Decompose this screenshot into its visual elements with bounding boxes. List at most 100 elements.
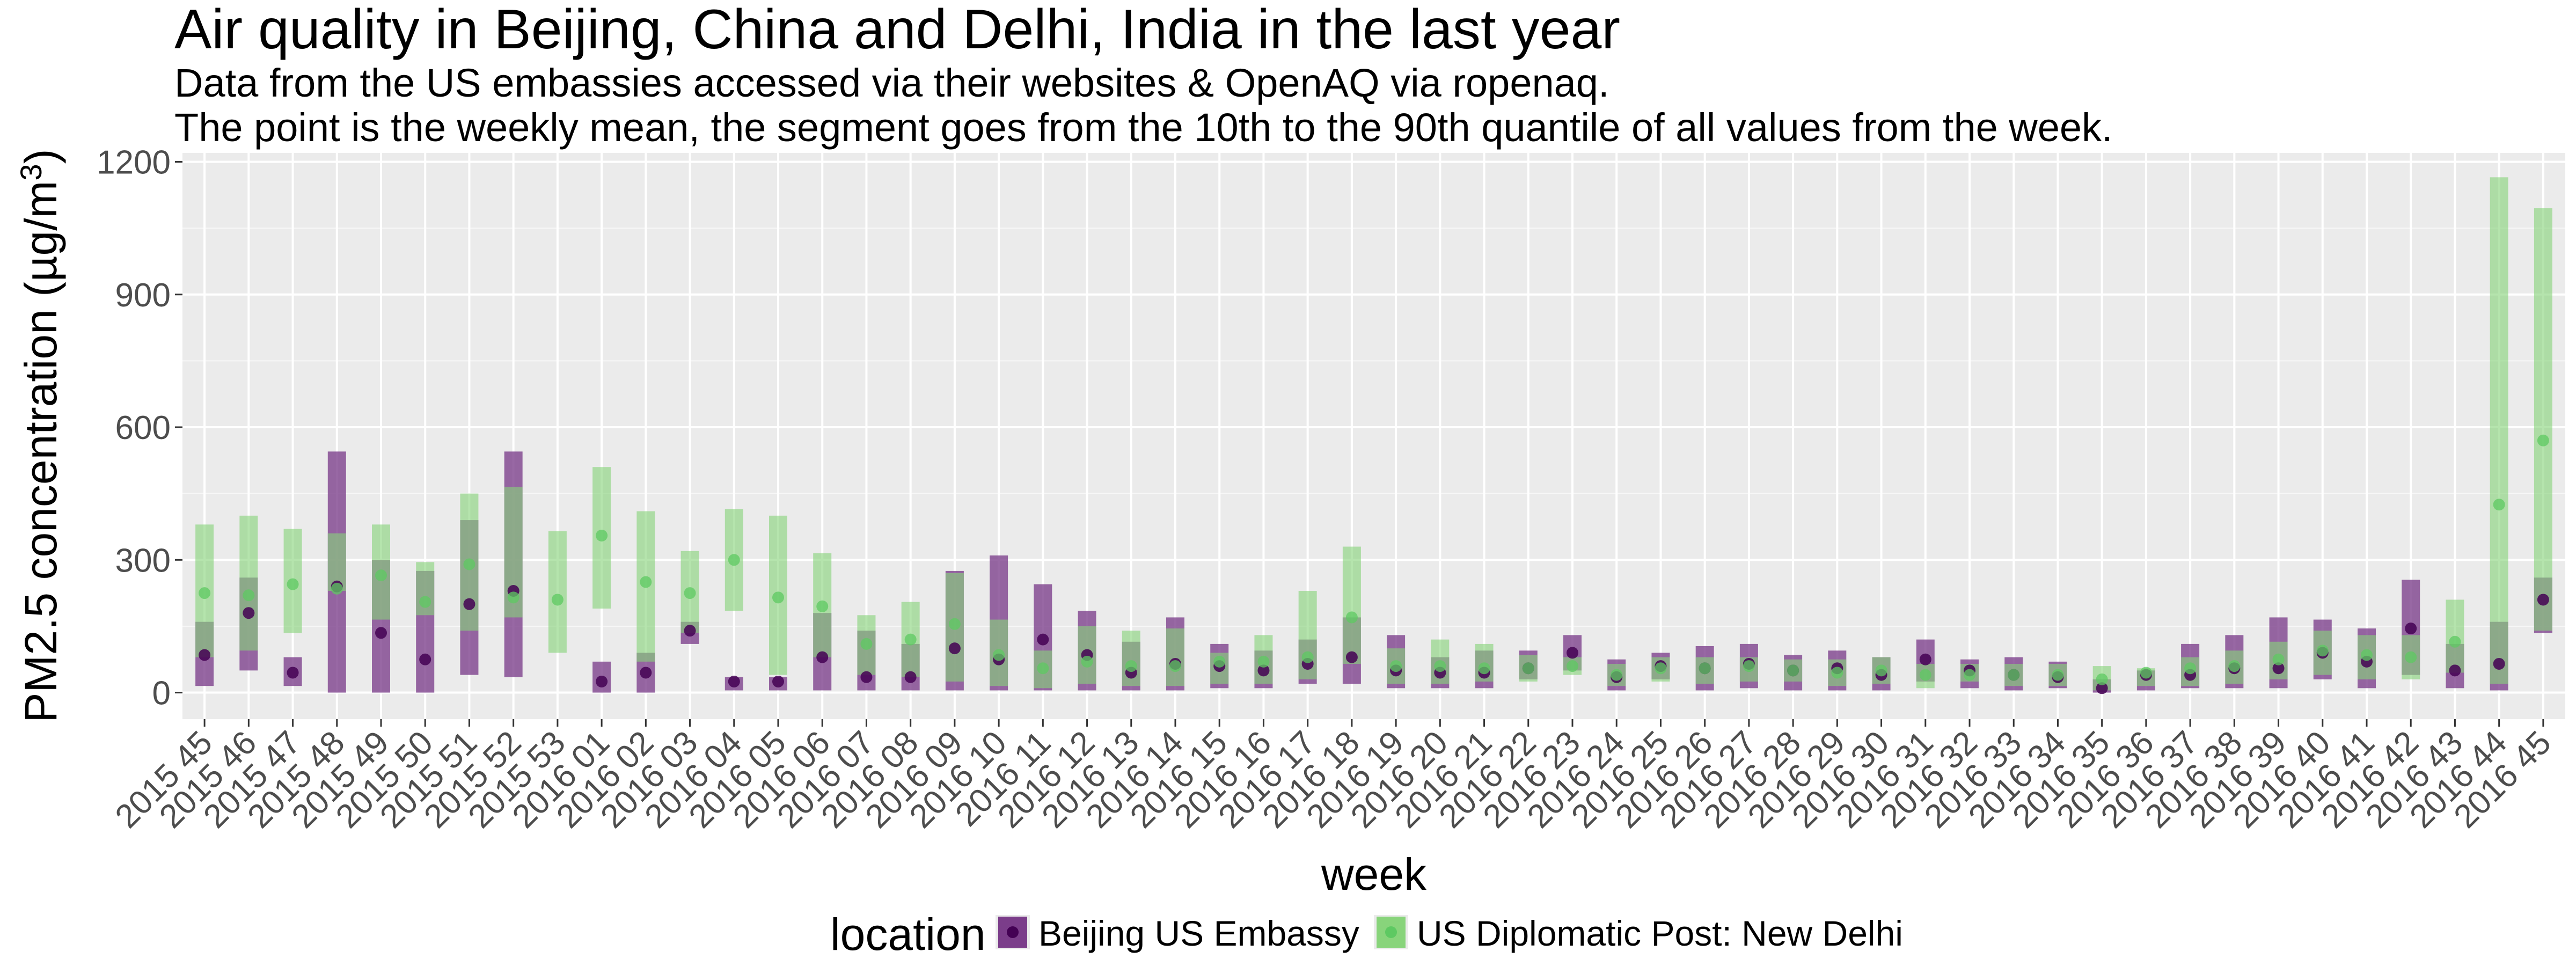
point-delhi [1345,611,1358,624]
point-beijing [2493,657,2505,670]
point-beijing [2537,594,2549,606]
point-beijing [2405,623,2417,635]
point-delhi [1875,664,1887,677]
point-beijing [199,649,211,661]
quantile-segments [195,177,2552,693]
point-delhi [2096,673,2108,685]
point-beijing [640,667,652,679]
point-delhi [463,558,475,570]
legend-item-delhi: US Diplomatic Post: New Delhi [1374,913,1903,953]
point-delhi [1611,669,1623,681]
point-delhi [243,589,255,602]
segment-delhi [2490,177,2508,684]
legend-point-delhi [1385,926,1397,938]
point-delhi [2184,662,2197,675]
point-delhi [1655,662,1667,675]
point-delhi [2537,434,2549,447]
point-delhi [2008,669,2020,681]
y-tick-label: 600 [115,409,171,447]
point-beijing [728,675,740,687]
legend-title: location [830,909,986,960]
point-beijing [2449,664,2461,677]
point-delhi [1390,660,1402,672]
point-beijing [1919,653,1931,665]
point-delhi [596,529,608,541]
y-tick-label: 1200 [97,144,171,181]
point-delhi [1257,655,1270,668]
point-beijing [2096,682,2108,694]
point-delhi [1919,669,1931,681]
point-delhi [287,578,299,590]
x-axis-label: week [1321,849,1427,899]
segment-delhi [2534,208,2552,631]
point-delhi [1699,662,1711,675]
point-beijing [287,667,299,679]
point-delhi [419,596,431,608]
point-beijing [243,607,255,619]
segment-delhi [548,531,567,653]
point-delhi [1301,651,1314,663]
point-delhi [860,638,873,650]
point-delhi [1567,660,1578,672]
y-axis-ticks: 0 300 600 900 1200 [97,144,182,712]
point-beijing [772,675,784,687]
point-delhi [1213,655,1226,668]
point-delhi [1522,662,1534,675]
point-delhi [2052,669,2064,681]
legend-point-beijing [1007,926,1019,938]
y-axis-label-superscript: 3 [14,164,48,180]
y-axis-label-close: ) [16,149,66,164]
point-delhi [2140,667,2152,679]
segment-delhi [239,515,258,651]
point-delhi [1478,662,1490,675]
chart-subtitle-line-2: The point is the weekly mean, the segmen… [174,105,2113,150]
point-delhi [1081,655,1093,668]
point-beijing [684,625,696,637]
segment-delhi [1166,628,1184,686]
point-delhi [1831,667,1843,679]
point-delhi [2361,649,2373,661]
point-delhi [199,587,211,599]
y-axis-label-main: PM2.5 concentration (µg/m [16,180,66,722]
point-delhi [2449,635,2461,648]
legend-item-beijing: Beijing US Embassy [996,913,1359,953]
point-delhi [1787,664,1799,677]
legend-label-beijing: Beijing US Embassy [1038,913,1359,953]
point-delhi [2493,499,2505,511]
point-delhi [2316,645,2329,657]
point-delhi [331,582,343,595]
point-beijing [419,653,431,665]
point-delhi [1125,660,1137,672]
y-tick-label: 900 [115,277,171,314]
legend: location Beijing US Embassy US Diplomati… [830,909,1903,960]
point-beijing [1345,651,1358,663]
point-beijing [860,671,873,683]
point-delhi [2405,651,2417,663]
point-delhi [728,554,740,566]
point-beijing [596,675,608,687]
point-delhi [1743,660,1755,672]
point-delhi [1169,660,1181,672]
point-delhi [640,576,652,588]
point-delhi [772,591,784,604]
point-beijing [375,627,387,639]
legend-label-delhi: US Diplomatic Post: New Delhi [1417,913,1903,953]
point-delhi [551,594,564,606]
minor-gridlines [182,228,2565,627]
point-delhi [904,633,917,646]
point-beijing [948,642,961,655]
point-delhi [507,591,519,604]
chart-subtitle-line-1: Data from the US embassies accessed via … [174,61,1609,105]
point-delhi [2228,660,2241,672]
y-tick-label: 300 [115,542,171,579]
y-axis-label: PM2.5 concentration (µg/m3) [14,149,66,722]
point-delhi [993,649,1005,661]
chart-title: Air quality in Beijing, China and Delhi,… [174,0,1620,61]
point-delhi [1964,669,1975,681]
point-beijing [1257,664,1270,677]
point-delhi [816,600,829,612]
point-beijing [2272,662,2285,675]
point-beijing [1567,647,1578,659]
